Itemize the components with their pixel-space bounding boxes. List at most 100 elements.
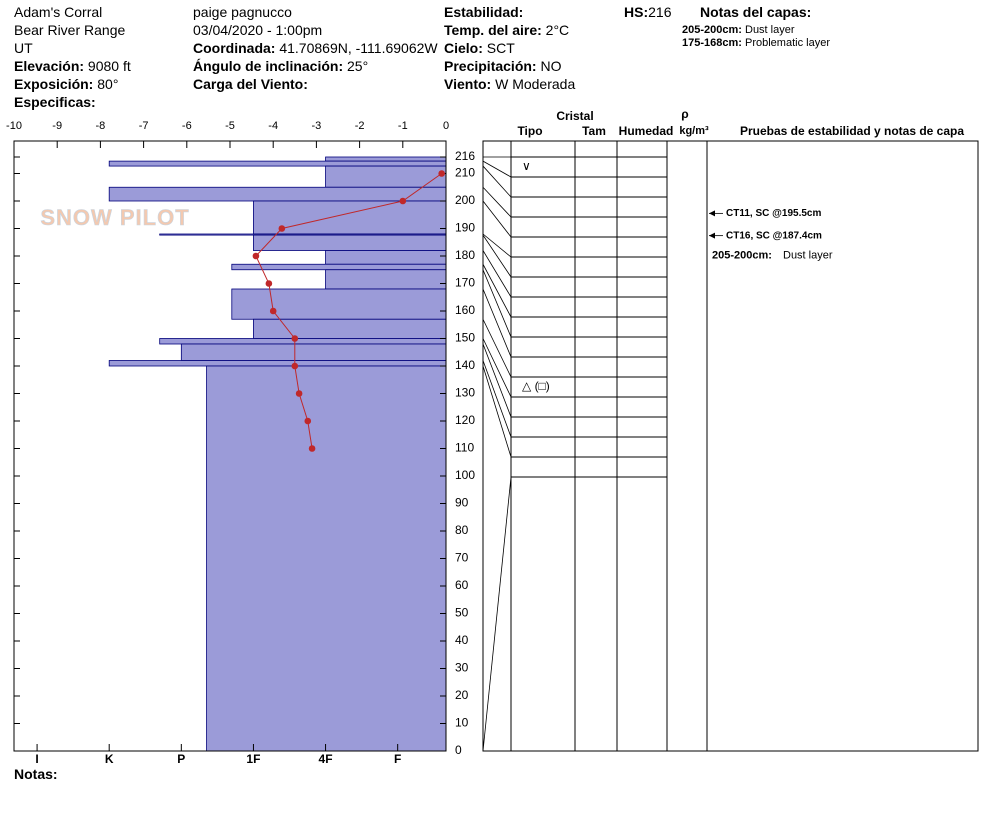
test-arrowhead (709, 210, 715, 217)
y-tick-label: 150 (455, 331, 475, 345)
x-tick-label: -2 (355, 120, 365, 132)
x-tick-label: 0 (443, 120, 449, 132)
y-tick-label: 140 (455, 358, 475, 372)
layer-connector (482, 264, 512, 318)
temperature-point (399, 197, 407, 205)
layer-connector (482, 288, 512, 358)
value: 216 (648, 4, 672, 20)
state: UT (14, 40, 33, 56)
layer-bar (231, 288, 447, 320)
layer-bar (325, 269, 447, 290)
x-tick-label: -9 (52, 120, 62, 132)
y-tick-label: 40 (455, 633, 469, 647)
header-col-2: paige pagnucco 03/04/2020 - 1:00pm Coord… (193, 3, 438, 93)
label: Estabilidad: (444, 4, 524, 20)
air-temp: Temp. del aire: 2°C (444, 21, 575, 39)
layer-bar (325, 250, 447, 265)
layer-note: 175-168cm: Problematic layer (682, 37, 830, 50)
temperature-point (265, 280, 273, 287)
layer-connector (482, 200, 512, 238)
label: Carga del Viento: (193, 76, 308, 92)
layer-note: 205-200cm: Dust layer (682, 24, 795, 37)
layer-connector (482, 250, 512, 298)
label: Notas del capas: (700, 4, 812, 20)
header-col-3: Estabilidad: Temp. del aire: 2°C Cielo: … (444, 3, 575, 93)
label: HS: (624, 4, 649, 20)
range: 205-200cm: (682, 24, 742, 36)
label: Coordinada: (193, 40, 276, 56)
header-col-1: Adam's Corral Bear River Range UT Elevac… (14, 3, 131, 111)
layer-bar (108, 160, 447, 167)
y-tick-label: 20 (455, 688, 469, 702)
x-tick-label: -3 (312, 120, 322, 132)
coords: Coordinada: 41.70869N, -111.69062W (193, 39, 438, 57)
label: Temp. del aire: (444, 22, 542, 38)
label: Precipitación: (444, 58, 537, 74)
table-frame (482, 140, 979, 752)
x-tick-label: -5 (225, 120, 235, 132)
layer-bar (253, 200, 447, 235)
layer-connector (482, 186, 512, 218)
y-tick-label: 160 (455, 303, 475, 317)
hardness-tick-label: 1F (246, 752, 260, 766)
temperature-point (291, 335, 299, 342)
y-tick-label: 110 (455, 441, 474, 455)
observer: paige pagnucco (193, 4, 292, 20)
temperature-point (278, 225, 286, 232)
table-header: Pruebas de estabilidad y notas de capa (740, 124, 964, 138)
label: Cielo: (444, 40, 483, 56)
temperature-point (308, 445, 316, 452)
table-header: ρ (681, 107, 688, 121)
notes: Notas: (14, 765, 58, 783)
hardness-tick-label: K (105, 752, 114, 766)
text: Problematic layer (745, 37, 830, 49)
layer-connector (482, 319, 512, 378)
test-arrowhead (709, 232, 715, 239)
layer-bar (253, 234, 447, 251)
range: Bear River Range (14, 22, 126, 38)
y-tick-label: 30 (455, 661, 469, 675)
sky: Cielo: SCT (444, 39, 575, 57)
x-tick-label: -4 (268, 120, 278, 132)
datetime: 03/04/2020 - 1:00pm (193, 22, 323, 38)
table-header: kg/m³ (679, 125, 709, 137)
y-tick-label: 130 (455, 386, 475, 400)
layer-bar (108, 360, 447, 367)
grain-type: △ (□) (522, 379, 550, 393)
table-header: Cristal (556, 109, 593, 123)
y-tick-label: 216 (455, 149, 475, 163)
layer-connector (482, 234, 512, 278)
layer-bar (180, 343, 447, 361)
layer-connector (482, 338, 512, 398)
temperature-point (291, 362, 299, 370)
layer-connector (482, 365, 512, 458)
y-tick-label: 50 (455, 606, 469, 620)
temperature-point (269, 307, 277, 315)
y-tick-label: 10 (455, 716, 469, 730)
layer-connector (482, 269, 512, 338)
layer-bar (206, 365, 447, 752)
label: Notas: (14, 766, 58, 782)
elevation: Elevación: 9080 ft (14, 57, 131, 75)
precip: Precipitación: NO (444, 57, 575, 75)
hardness-tick-label: I (35, 752, 38, 766)
value: 2°C (545, 22, 570, 38)
x-tick-label: -1 (398, 120, 408, 132)
layer-bar (325, 165, 447, 188)
table-header: Tam (582, 124, 606, 138)
y-tick-label: 180 (455, 248, 475, 262)
layer-connector (482, 476, 512, 752)
label: Elevación: (14, 58, 85, 74)
y-tick-label: 100 (455, 468, 475, 482)
stability: Estabilidad: (444, 3, 575, 21)
text: Dust layer (745, 24, 795, 36)
layer-connector (482, 343, 512, 418)
hardness-tick-label: 4F (319, 752, 333, 766)
grain-type: ∨ (522, 159, 531, 173)
temperature-point (304, 417, 312, 425)
x-tick-label: -6 (182, 120, 192, 132)
watermark: SNOW PILOT (40, 205, 189, 230)
layer-bar (325, 156, 447, 162)
